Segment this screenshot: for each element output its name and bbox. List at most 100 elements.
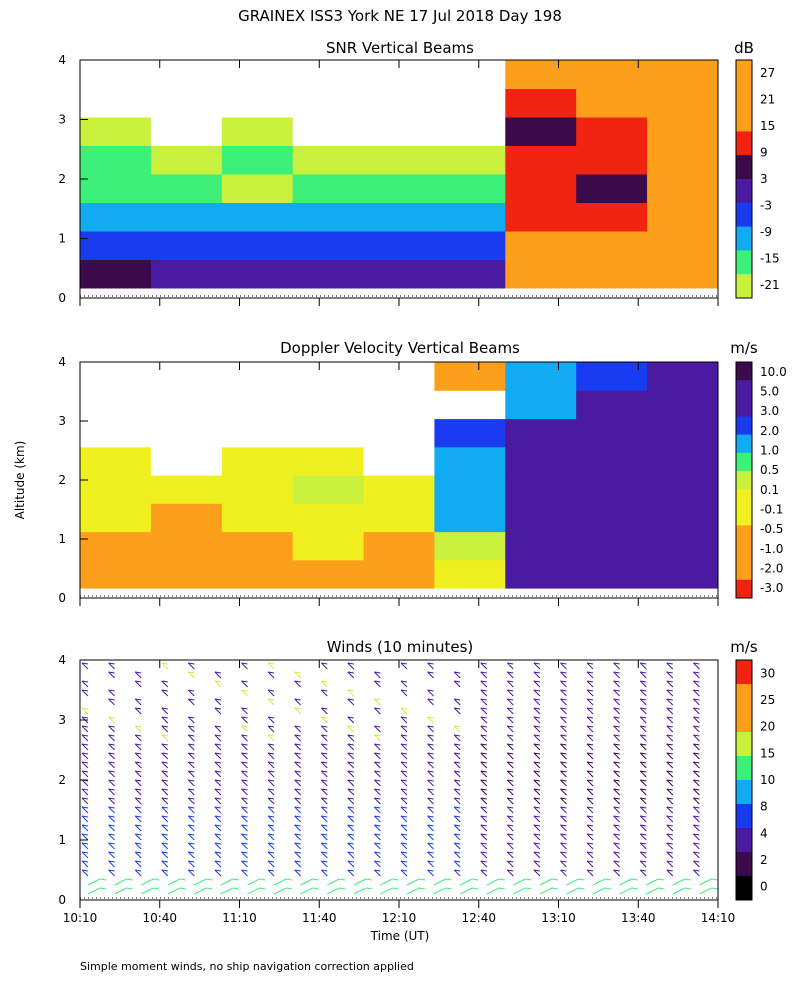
- wind-barb: [400, 752, 408, 760]
- wind-barb-flag: [321, 851, 328, 854]
- y-tick-label: 0: [58, 591, 66, 605]
- wind-barb-flag: [241, 842, 248, 845]
- heatmap-cell: [80, 259, 152, 289]
- wind-barb: [374, 806, 381, 814]
- wind-barb: [666, 671, 674, 679]
- wind-barb-flag: [312, 887, 319, 890]
- wind-barb-flag: [498, 878, 505, 881]
- wind-barb: [427, 761, 434, 769]
- wind-barb: [693, 734, 700, 742]
- wind-barb: [214, 671, 222, 679]
- wind-barb: [320, 842, 328, 850]
- wind-barb-flag: [587, 779, 594, 782]
- wind-barb: [374, 851, 381, 859]
- wind-barb: [241, 824, 248, 832]
- heatmap-cell: [434, 503, 506, 533]
- wind-barb-flag: [347, 689, 354, 692]
- wind-barb-flag: [454, 698, 461, 701]
- wind-barb: [693, 770, 700, 778]
- wind-barb: [108, 860, 115, 868]
- wind-barb: [619, 878, 632, 886]
- wind-barb: [560, 743, 567, 751]
- y-tick-label: 1: [58, 532, 66, 546]
- wind-barb: [613, 743, 621, 751]
- y-tick-label: 1: [58, 232, 66, 246]
- wind-barb-flag: [480, 743, 487, 746]
- heatmap-cell: [150, 117, 223, 146]
- wind-barb-flag: [161, 779, 168, 782]
- wind-barb-flag: [286, 887, 293, 890]
- wind-barb: [134, 734, 142, 742]
- wind-barb-flag: [666, 707, 673, 710]
- wind-barb-flag: [321, 797, 328, 800]
- wind-barb-flag: [631, 887, 638, 890]
- heatmap-cell: [434, 559, 506, 589]
- y-tick-label: 4: [58, 355, 66, 369]
- wind-barb: [241, 770, 248, 778]
- wind-barb: [400, 860, 408, 868]
- wind-barb: [241, 707, 248, 715]
- heatmap-cell: [292, 231, 365, 260]
- colorbar-swatch: [736, 452, 752, 472]
- wind-barb: [81, 806, 89, 814]
- wind-barb-flag: [81, 689, 89, 692]
- wind-barb-flag: [108, 671, 115, 674]
- x-tick-label: 13:40: [621, 911, 656, 925]
- wind-barb: [613, 698, 621, 706]
- wind-barb-flag: [427, 779, 434, 782]
- wind-barb-flag: [294, 806, 301, 809]
- wind-barb: [533, 707, 541, 715]
- wind-barb: [480, 689, 488, 697]
- wind-barb: [214, 806, 222, 814]
- colorbar-swatch: [736, 804, 752, 829]
- wind-barb-flag: [613, 860, 620, 863]
- wind-barb: [267, 689, 275, 697]
- wind-barb: [613, 869, 621, 877]
- wind-barb-flag: [241, 662, 248, 665]
- heatmap-cell: [576, 117, 648, 146]
- wind-barb: [506, 779, 514, 787]
- wind-barb-flag: [268, 662, 275, 665]
- wind-barb-flag: [81, 716, 89, 719]
- wind-barb: [241, 869, 248, 877]
- wind-barb: [666, 806, 674, 814]
- wind-barb: [666, 752, 674, 760]
- wind-barb: [347, 824, 355, 832]
- wind-barb: [639, 680, 647, 688]
- wind-barb: [480, 806, 488, 814]
- wind-barb-flag: [533, 707, 540, 710]
- wind-barb: [214, 707, 222, 715]
- wind-barb-flag: [188, 752, 195, 755]
- wind-barb-flag: [507, 860, 514, 863]
- wind-barb: [214, 680, 222, 688]
- heatmap-cell: [221, 231, 294, 260]
- wind-barb-flag: [454, 797, 461, 800]
- wind-barb-flag: [427, 860, 434, 863]
- wind-barb-flag: [507, 842, 514, 845]
- wind-barb: [639, 824, 647, 832]
- wind-barb: [533, 761, 541, 769]
- wind-barb-flag: [321, 689, 328, 692]
- wind-barb: [161, 797, 169, 805]
- wind-barb-flag: [613, 806, 620, 809]
- wind-barb: [81, 770, 89, 778]
- wind-barb-flag: [294, 797, 301, 800]
- wind-barb: [560, 698, 567, 706]
- wind-barb: [427, 779, 434, 787]
- wind-barb-flag: [587, 869, 594, 872]
- heatmap-cell: [363, 390, 435, 420]
- wind-barb: [693, 824, 700, 832]
- wind-barb: [566, 878, 579, 886]
- wind-barb-flag: [666, 671, 673, 674]
- wind-barb-flag: [427, 824, 434, 827]
- wind-barb: [374, 725, 381, 733]
- wind-barb-flag: [347, 734, 354, 737]
- wind-barb: [533, 671, 541, 679]
- wind-barb: [294, 824, 302, 832]
- wind-barb-flag: [347, 788, 354, 791]
- wind-barb-flag: [427, 806, 434, 809]
- wind-barb-flag: [560, 743, 567, 746]
- wind-barb-flag: [507, 716, 514, 719]
- wind-barb: [533, 698, 541, 706]
- wind-barb-flag: [640, 779, 647, 782]
